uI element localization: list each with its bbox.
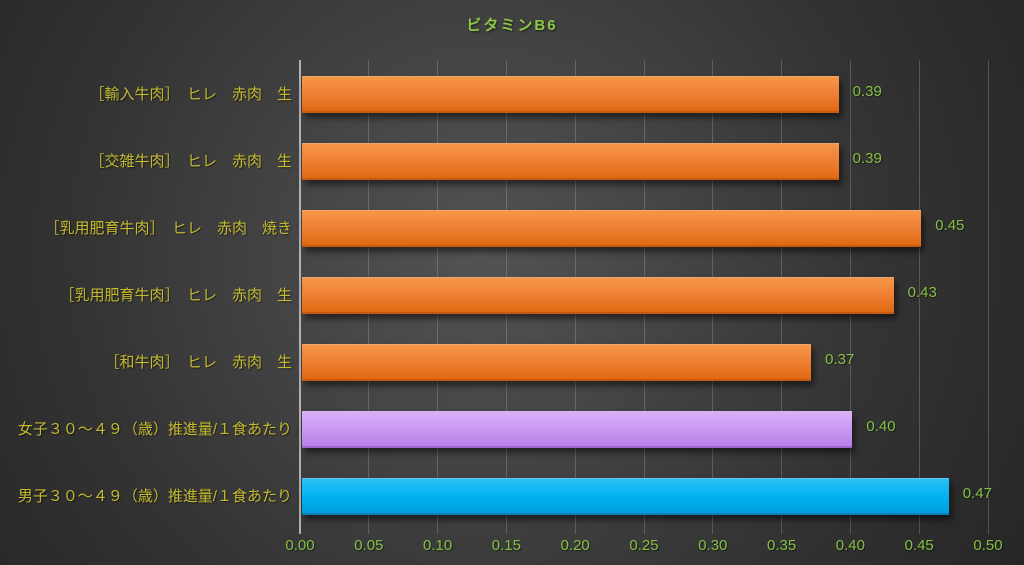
category-label: ［乳用肥育牛肉］ ヒレ 赤肉 焼き (44, 220, 292, 238)
value-label: 0.37 (825, 350, 855, 368)
bar-cyan (302, 477, 949, 515)
x-axis-tick-label: 0.15 (491, 537, 521, 554)
x-axis-tick-label: 0.20 (560, 537, 590, 554)
bar-purple (302, 410, 853, 448)
x-axis-tick-label: 0.05 (354, 537, 384, 554)
x-axis-tick-label: 0.25 (629, 537, 659, 554)
category-label: 女子３０～４９（歳）推進量/１食あたり (17, 420, 292, 438)
value-label: 0.45 (935, 217, 965, 235)
bar-orange (302, 210, 922, 248)
x-axis-tick-label: 0.40 (835, 537, 865, 554)
value-label: 0.39 (852, 150, 882, 168)
value-label: 0.47 (962, 484, 992, 502)
value-label: 0.40 (866, 417, 896, 435)
bar-orange (302, 277, 894, 314)
category-label: ［乳用肥育牛肉］ ヒレ 赤肉 生 (59, 287, 292, 304)
bar-orange (302, 143, 839, 181)
x-axis-tick-label: 0.35 (766, 537, 797, 554)
x-axis-tick-label: 0.10 (422, 537, 453, 554)
y-axis-line (299, 60, 301, 534)
category-label: ［和牛肉］ ヒレ 赤肉 生 (104, 353, 292, 371)
category-label: ［輸入牛肉］ ヒレ 赤肉 生 (89, 86, 292, 104)
bar-orange (302, 76, 839, 114)
x-axis-tick-label: 0.50 (973, 537, 1003, 554)
chart-title: ビタミンB6 (466, 17, 558, 34)
x-axis-tick-label: 0.30 (698, 537, 728, 554)
x-axis-tick-label: 0.45 (904, 537, 934, 554)
gridline (918, 60, 920, 534)
bar-orange (302, 343, 812, 381)
category-label: ［交雑牛肉］ ヒレ 赤肉 生 (89, 153, 292, 171)
gridline (987, 60, 989, 534)
value-label: 0.43 (907, 284, 937, 301)
x-axis-tick-label: 0.00 (285, 537, 315, 554)
category-label: 男子３０～４９（歳）推進量/１食あたり (17, 487, 292, 505)
value-label: 0.39 (852, 83, 882, 101)
